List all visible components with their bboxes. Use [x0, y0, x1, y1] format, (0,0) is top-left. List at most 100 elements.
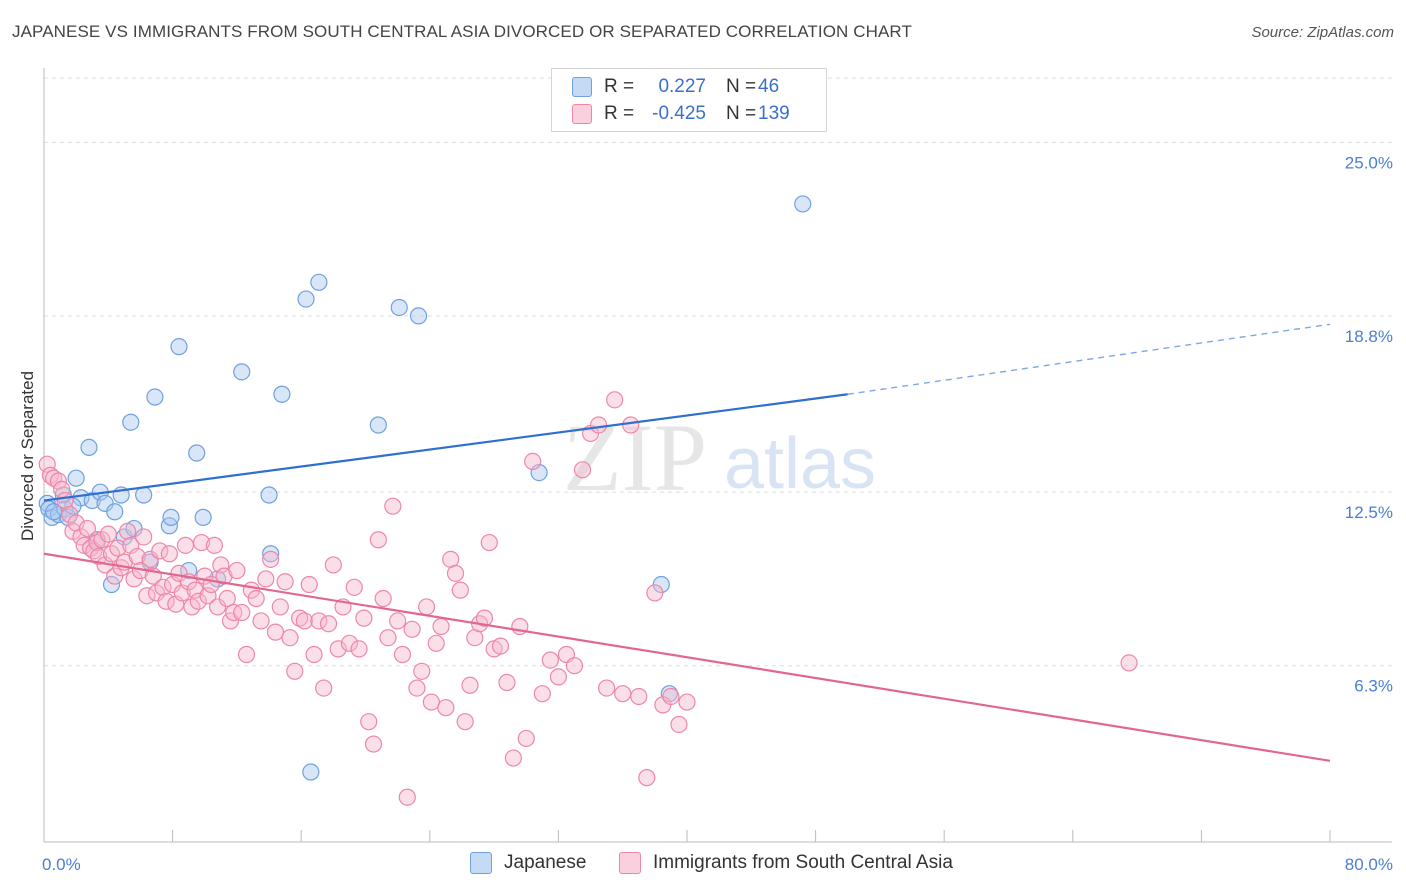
immigrants-point	[290, 609, 309, 627]
immigrants-point	[300, 575, 318, 594]
legend-item-immigrants[interactable]: Immigrants from South Central Asia	[619, 852, 953, 874]
immigrants-point	[384, 497, 402, 515]
immigrants-point	[295, 612, 314, 630]
tick-labels: 6.3% 12.5% 18.8% 25.0% 0.0% 80.0%	[42, 153, 1393, 874]
stats-legend: R = 0.227 N = 46 R = -0.425 N = 139	[551, 68, 827, 132]
legend-swatch-immigrants	[619, 852, 641, 874]
immigrants-point	[128, 547, 146, 566]
immigrants-point	[257, 570, 275, 588]
japanese-point	[194, 508, 212, 526]
immigrants-point	[109, 539, 127, 557]
immigrants-point	[369, 531, 387, 549]
immigrants-point	[498, 673, 516, 692]
immigrants-point	[393, 645, 412, 664]
legend-swatch-japanese	[572, 77, 592, 97]
immigrants-point	[151, 542, 169, 560]
y-tick-label: 25.0%	[1345, 153, 1393, 172]
immigrants-point	[533, 685, 551, 703]
source-label: Source: ZipAtlas.com	[1251, 24, 1394, 41]
immigrants-point	[199, 587, 217, 605]
immigrants-point	[160, 545, 178, 563]
immigrants-point	[233, 603, 251, 622]
immigrants-point	[670, 715, 688, 734]
y-tick-label: 6.3%	[1354, 677, 1393, 696]
immigrants-point	[422, 693, 441, 711]
japanese-point	[390, 298, 408, 317]
immigrants-point	[524, 452, 542, 470]
immigrants-point	[286, 662, 304, 680]
immigrants-point	[154, 578, 172, 596]
trend-lines	[43, 323, 1331, 762]
japanese-trend-extension	[847, 323, 1331, 395]
immigrants-point	[622, 416, 640, 434]
immigrants-point	[281, 629, 299, 647]
immigrants-point	[614, 685, 632, 703]
immigrants-point	[99, 525, 117, 543]
immigrants-point	[266, 623, 285, 641]
japanese-point	[262, 545, 280, 563]
legend-swatch-japanese	[470, 852, 492, 874]
immigrants-point	[218, 589, 236, 608]
immigrants-point	[324, 556, 342, 574]
japanese-point	[106, 503, 124, 521]
immigrants-point	[638, 769, 656, 787]
immigrants-point	[565, 657, 584, 675]
japanese-point	[170, 338, 188, 356]
immigrants-point	[549, 668, 568, 686]
y-tick-label: 12.5%	[1345, 503, 1393, 522]
immigrants-point	[237, 645, 256, 664]
immigrants-point	[427, 634, 445, 652]
legend-r-label: R =	[604, 76, 635, 97]
immigrants-point	[589, 416, 608, 434]
immigrants-point	[451, 581, 469, 599]
immigrants-point	[364, 735, 383, 753]
japanese-point	[310, 273, 328, 291]
y-axis-title: Divorced or Separated	[18, 371, 37, 541]
immigrants-point	[573, 461, 592, 479]
japanese-point	[122, 413, 140, 431]
immigrants-point	[262, 550, 280, 568]
japanese-point	[135, 486, 153, 504]
immigrants-point	[205, 536, 223, 554]
immigrants-point	[456, 713, 474, 731]
immigrants-point	[630, 687, 648, 706]
legend-r-label: R =	[604, 103, 635, 124]
immigrants-point	[491, 637, 510, 655]
japanese-point	[162, 508, 180, 526]
immigrants-point	[192, 533, 211, 552]
japanese-point	[146, 388, 164, 406]
japanese-point	[409, 307, 428, 325]
immigrants-point	[340, 634, 359, 652]
legend-item-japanese[interactable]: Japanese	[470, 852, 586, 874]
immigrants-point	[315, 679, 333, 697]
immigrants-point	[504, 749, 522, 767]
watermark-atlas: atlas	[724, 424, 876, 504]
immigrants-point	[461, 676, 479, 694]
immigrants-point	[345, 578, 363, 596]
x-tick-label: 80.0%	[1345, 855, 1393, 874]
immigrants-point	[212, 556, 230, 574]
immigrants-point	[662, 687, 680, 706]
legend-r-value: 0.227	[658, 76, 706, 97]
immigrants-point	[408, 679, 426, 697]
series-immigrants-points	[38, 391, 1138, 806]
japanese-point	[273, 385, 291, 403]
japanese-point	[233, 363, 251, 381]
legend-row-japanese: R = 0.227 N = 46	[572, 75, 779, 99]
immigrants-point	[38, 455, 56, 473]
immigrants-point	[247, 589, 265, 608]
immigrants-point	[228, 561, 246, 580]
immigrants-point	[350, 640, 368, 658]
axes	[43, 68, 1392, 843]
immigrants-point	[189, 592, 207, 610]
chart-title: JAPANESE VS IMMIGRANTS FROM SOUTH CENTRA…	[12, 22, 912, 41]
immigrants-point	[305, 645, 323, 664]
immigrants-point	[413, 662, 431, 680]
japanese-point	[297, 290, 315, 308]
immigrants-point	[417, 598, 436, 616]
immigrants-point	[541, 651, 559, 669]
japanese-point	[369, 416, 387, 434]
legend-swatch-immigrants	[572, 104, 592, 124]
immigrants-point	[475, 609, 494, 627]
